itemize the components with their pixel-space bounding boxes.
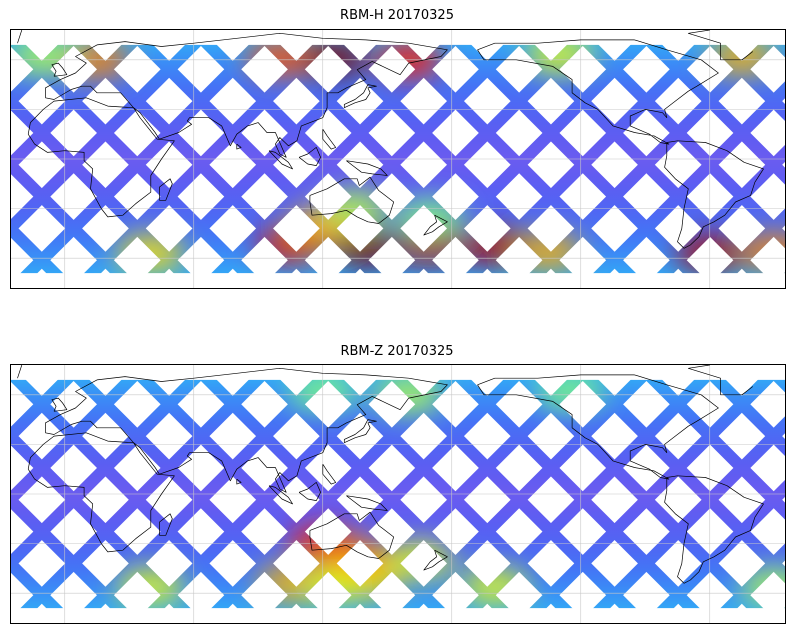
coastlines [17,30,764,249]
coastline-new-guinea [346,160,388,176]
coastline-north-america [477,39,719,145]
coastline-uk [51,397,68,412]
map-panel-rbm-z [10,364,786,624]
coastline-new-zealand [423,214,448,236]
hotspot [396,228,465,265]
hotspot [514,233,583,270]
coastline-sri-lanka [236,143,242,150]
coastline-eurasia [45,32,448,158]
swath-layer [11,365,785,623]
coastline-new-guinea [346,495,388,511]
coastline-australia [309,176,395,224]
hotspot [525,36,594,73]
coastline-greenland [687,30,721,60]
hotspot [740,568,785,605]
coastline-philippines [322,464,337,485]
hotspot [740,233,785,270]
coastline-uk [51,62,68,77]
coastline-africa [27,97,175,218]
map-frame [10,364,786,624]
hotspot [11,38,78,75]
coastline-borneo [298,482,321,501]
coastline-australia [309,511,395,559]
hotspot [331,230,400,267]
panel-title-rbm-h: RBM-H 20170325 [340,8,454,23]
coastline-sri-lanka [236,478,242,485]
hotspot [299,566,368,603]
coastline-north-america [477,374,719,480]
graticule [11,30,785,288]
coastline-south-america [664,475,764,584]
coastline-greenland [720,51,754,61]
coastline-sumatra [268,150,293,170]
hotspot [396,198,465,235]
coastline-greenland [687,365,721,395]
hotspot [116,568,185,605]
map-panel-rbm-h [10,29,786,289]
coastline-greenland [17,365,23,379]
hotspot [116,235,185,272]
coastline-philippines [322,129,337,150]
coastlines [17,365,764,584]
panel-title-rbm-z: RBM-Z 20170325 [340,344,454,359]
coastline-africa [27,432,175,553]
hotspot [245,40,314,77]
swath-layer [11,30,785,288]
hotspot [321,538,389,575]
hotspot [708,38,776,75]
hotspot [460,228,529,265]
coastline-new-zealand [423,549,448,571]
coastline-greenland [720,386,754,396]
hotspot [299,40,368,77]
coastline-japan [343,419,377,444]
hotspot [536,373,604,410]
coastline-madagascar [159,513,173,536]
coastline-japan [343,84,377,109]
map-frame [10,29,786,289]
coastline-sumatra [268,485,293,505]
graticule [11,365,785,623]
coastline-eurasia [45,367,448,493]
coastline-greenland [17,30,23,44]
coastline-south-america [664,140,764,249]
hotspot [385,542,454,579]
hotspot [460,568,529,605]
coastline-madagascar [159,178,173,201]
coastline-borneo [298,147,321,166]
